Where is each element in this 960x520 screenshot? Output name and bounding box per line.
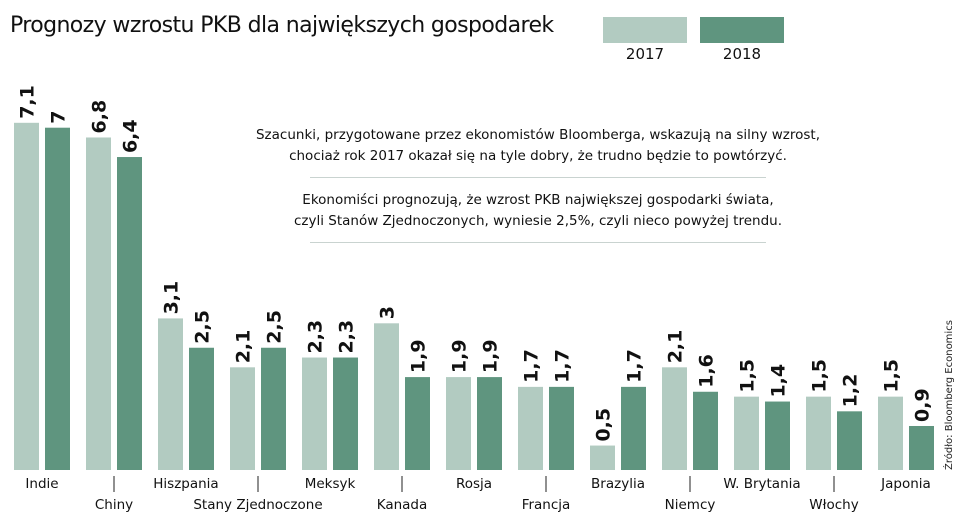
bar-japonia-2017 [878,396,903,470]
value-label-hiszpania-2018: 2,5 [192,310,214,344]
category-label-stany-zjednoczone: Stany Zjednoczone [193,497,322,513]
value-label-japonia-2018: 0,9 [912,388,934,422]
bar-hiszpania-2018 [189,347,214,470]
category-label-w-brytania: W. Brytania [723,476,800,492]
value-label-wlochy-2017: 1,5 [809,359,831,393]
bar-indie-2018 [45,127,70,470]
bar-chiny-2018 [117,157,142,471]
annotation-1: Szacunki, przygotowane przez ekonomistów… [248,123,828,177]
bar-w-brytania-2017 [734,396,759,470]
value-label-w-brytania-2018: 1,4 [768,364,790,398]
category-label-chiny: Chiny [95,497,133,513]
value-label-rosja-2018: 1,9 [480,339,502,373]
value-label-meksyk-2017: 2,3 [305,320,327,354]
category-label-brazylia: Brazylia [591,476,645,492]
bar-wlochy-2018 [837,411,862,470]
value-label-indie-2017: 7,1 [17,85,39,119]
bar-hiszpania-2017 [158,318,183,470]
value-label-w-brytania-2017: 1,5 [737,359,759,393]
value-label-japonia-2017: 1,5 [881,359,903,393]
annotation-divider-bottom [310,242,766,243]
bar-wlochy-2017 [806,396,831,470]
legend-swatch-2017 [603,17,687,43]
bar-kanada-2018 [405,377,430,470]
bar-francja-2017 [518,386,543,470]
value-label-stany-zjednoczone-2017: 2,1 [233,330,255,364]
bar-francja-2018 [549,386,574,470]
category-label-kanada: Kanada [377,497,428,513]
category-label-indie: Indie [25,476,58,492]
value-label-niemcy-2017: 2,1 [665,330,687,364]
bar-brazylia-2018 [621,386,646,470]
value-label-kanada-2018: 1,9 [408,339,430,373]
bar-niemcy-2018 [693,391,718,470]
value-label-indie-2018: 7 [48,110,70,123]
bar-stany-zjednoczone-2017 [230,367,255,470]
bar-stany-zjednoczone-2018 [261,347,286,470]
bar-indie-2017 [14,122,39,470]
value-label-kanada-2017: 3 [377,306,399,319]
bar-chiny-2017 [86,137,111,471]
value-label-stany-zjednoczone-2018: 2,5 [264,310,286,344]
annotation-divider [310,177,766,178]
bar-japonia-2018 [909,425,934,470]
value-label-hiszpania-2017: 3,1 [161,281,183,315]
annotation-1-line-2: chociaż rok 2017 okazał się na tyle dobr… [289,148,787,164]
annotation-2-line-2: czyli Stanów Zjednoczonych, wyniesie 2,5… [293,213,783,229]
category-label-japonia: Japonia [880,476,931,492]
category-label-niemcy: Niemcy [665,497,716,513]
annotation-2-line-1: Ekonomiści prognozują, że wzrost PKB naj… [302,192,774,208]
chart-title: Prognozy wzrostu PKB dla największych go… [10,13,554,38]
category-label-wlochy: Włochy [809,497,858,513]
category-label-rosja: Rosja [456,476,492,492]
value-label-chiny-2018: 6,4 [120,119,142,153]
legend-label-2018: 2018 [722,45,762,63]
value-label-wlochy-2018: 1,2 [840,374,862,408]
value-label-brazylia-2018: 1,7 [624,349,646,383]
annotation-2: Ekonomiści prognozują, że wzrost PKB naj… [248,188,828,242]
bar-brazylia-2017 [590,445,615,470]
value-label-francja-2017: 1,7 [521,349,543,383]
source-note: Źródło: Bloomberg Economics [944,320,955,470]
value-label-meksyk-2018: 2,3 [336,320,358,354]
bar-meksyk-2018 [333,357,358,470]
bar-w-brytania-2018 [765,401,790,470]
legend-swatch-2018 [700,17,784,43]
bar-rosja-2017 [446,377,471,470]
annotation-box: Szacunki, przygotowane przez ekonomistów… [248,123,828,253]
bar-rosja-2018 [477,377,502,470]
category-label-francja: Francja [522,497,571,513]
bar-niemcy-2017 [662,367,687,470]
bar-meksyk-2017 [302,357,327,470]
category-label-meksyk: Meksyk [305,476,356,492]
legend-label-2017: 2017 [625,45,665,63]
annotation-1-line-1: Szacunki, przygotowane przez ekonomistów… [255,127,820,143]
value-label-brazylia-2017: 0,5 [593,408,615,442]
value-label-rosja-2017: 1,9 [449,339,471,373]
bar-kanada-2017 [374,323,399,470]
value-label-niemcy-2018: 1,6 [696,354,718,388]
value-label-francja-2018: 1,7 [552,349,574,383]
value-label-chiny-2017: 6,8 [89,100,111,134]
category-label-hiszpania: Hiszpania [153,476,218,492]
